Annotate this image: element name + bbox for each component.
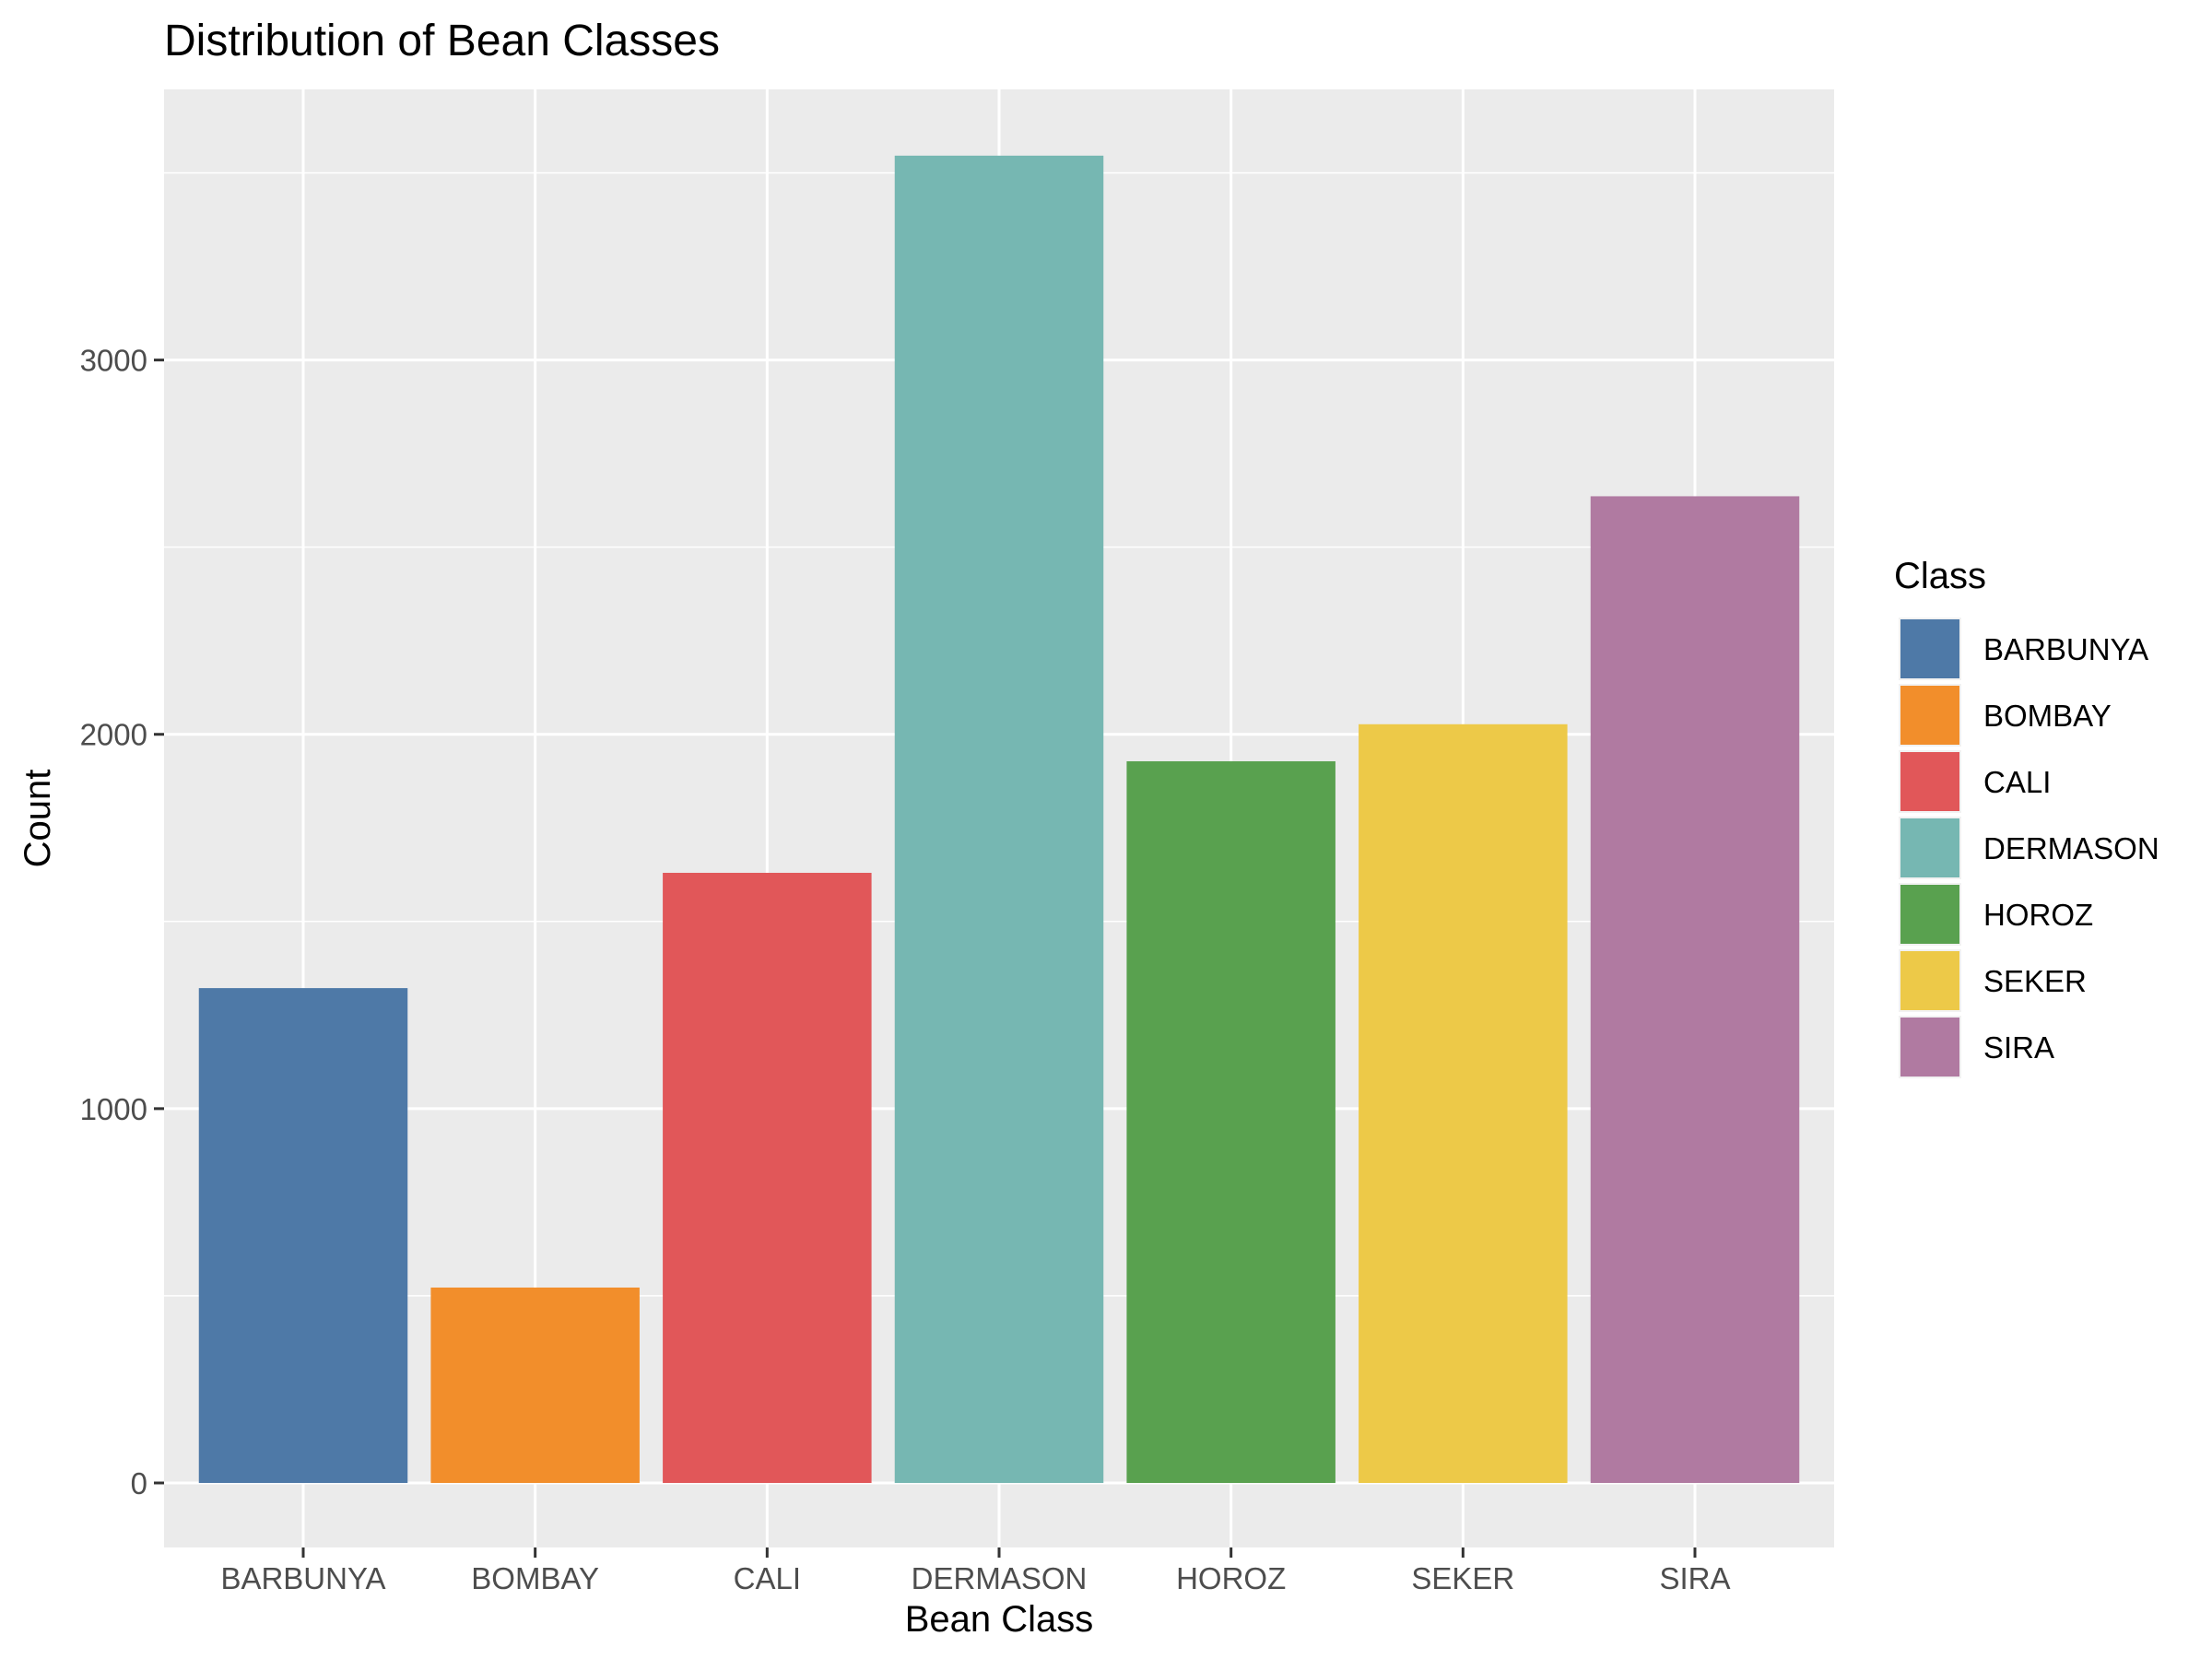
legend-swatch-dermason bbox=[1900, 818, 1959, 877]
y-tick-label: 0 bbox=[131, 1466, 147, 1500]
x-tick-label: DERMASON bbox=[912, 1561, 1088, 1595]
bars bbox=[198, 155, 1800, 1483]
x-tick-label: HOROZ bbox=[1176, 1561, 1286, 1595]
y-tick-label: 1000 bbox=[80, 1092, 147, 1126]
legend-label: SEKER bbox=[1983, 964, 2087, 998]
legend-swatch-seker bbox=[1900, 951, 1959, 1010]
legend-swatch-sira bbox=[1900, 1018, 1959, 1077]
legend-label: BARBUNYA bbox=[1983, 632, 2148, 666]
y-axis-title: Count bbox=[18, 770, 58, 868]
y-tick-label: 3000 bbox=[80, 344, 147, 378]
legend: Class BARBUNYA BOMBAY CALI DERMASON HOROZ SEK… bbox=[1894, 556, 2159, 1078]
legend-label: DERMASON bbox=[1983, 831, 2159, 865]
legend-title: Class bbox=[1894, 556, 1986, 596]
y-axis: 0 1000 2000 3000 bbox=[80, 344, 164, 1500]
legend-swatch-cali bbox=[1900, 752, 1959, 811]
y-tick-label: 2000 bbox=[80, 718, 147, 752]
legend-swatch-barbunya bbox=[1900, 619, 1959, 678]
x-tick-label: BOMBAY bbox=[471, 1561, 599, 1595]
legend-swatch-bombay bbox=[1900, 686, 1959, 745]
bar-horoz bbox=[1126, 760, 1335, 1483]
legend-label: CALI bbox=[1983, 765, 2051, 799]
bar-cali bbox=[663, 873, 872, 1483]
legend-label: SIRA bbox=[1983, 1030, 2054, 1065]
legend-swatch-horoz bbox=[1900, 885, 1959, 944]
x-tick-label: CALI bbox=[734, 1561, 801, 1595]
bar-seker bbox=[1359, 724, 1568, 1483]
legend-items: BARBUNYA BOMBAY CALI DERMASON HOROZ SEKER SIRA bbox=[1899, 618, 2159, 1078]
x-axis-title: Bean Class bbox=[905, 1599, 1094, 1640]
x-tick-label: SEKER bbox=[1411, 1561, 1514, 1595]
legend-label: HOROZ bbox=[1983, 898, 2093, 932]
chart-title: Distribution of Bean Classes bbox=[164, 17, 720, 65]
x-axis: BARBUNYA BOMBAY CALI DERMASON HOROZ SEKER SIRA bbox=[220, 1547, 1731, 1595]
bar-bombay bbox=[430, 1287, 640, 1483]
x-tick-label: BARBUNYA bbox=[220, 1561, 385, 1595]
bar-dermason bbox=[894, 155, 1104, 1483]
bar-barbunya bbox=[198, 988, 408, 1483]
legend-label: BOMBAY bbox=[1983, 699, 2112, 733]
bar-sira bbox=[1590, 496, 1800, 1483]
x-tick-label: SIRA bbox=[1659, 1561, 1730, 1595]
